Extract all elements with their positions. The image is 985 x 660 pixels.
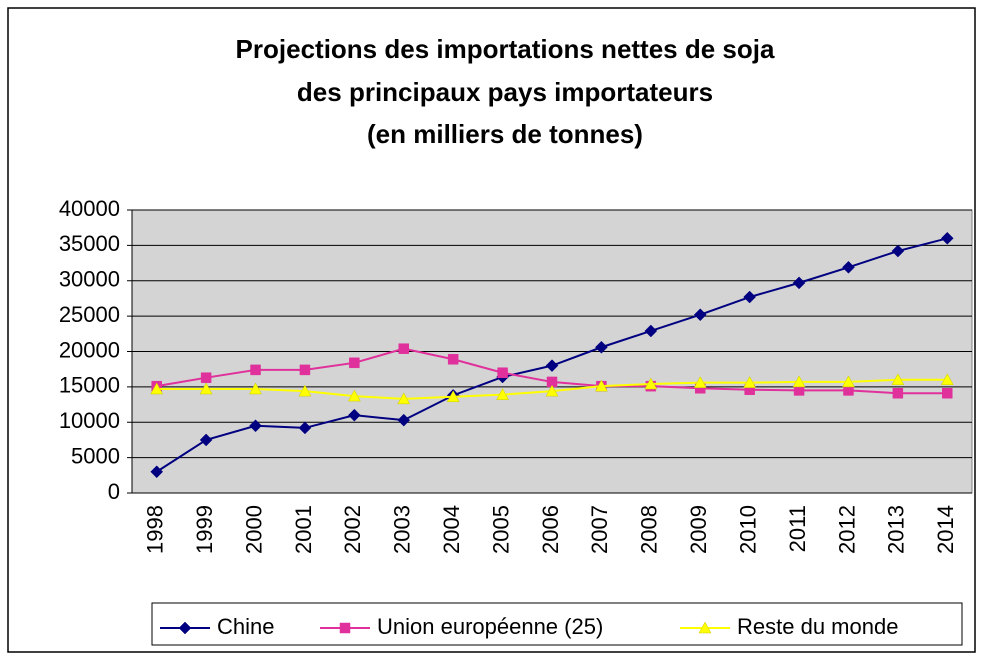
marker xyxy=(347,408,361,422)
marker xyxy=(792,276,806,290)
x-tick-label: 2006 xyxy=(538,505,563,554)
chart-title: des principaux pays importateurs xyxy=(297,77,713,107)
marker xyxy=(891,373,905,386)
marker xyxy=(940,231,954,245)
x-tick-label: 2008 xyxy=(637,505,662,554)
marker xyxy=(349,357,360,369)
x-tick-label: 1999 xyxy=(192,505,217,554)
x-tick-label: 2014 xyxy=(933,505,958,554)
marker xyxy=(199,382,213,395)
marker xyxy=(743,376,757,388)
x-tick-label: 1998 xyxy=(143,505,168,554)
marker xyxy=(892,387,904,399)
marker xyxy=(250,364,261,376)
chart-title: (en milliers de tonnes) xyxy=(367,119,643,149)
marker xyxy=(339,622,351,634)
x-tick-label: 2007 xyxy=(587,505,612,554)
marker xyxy=(545,359,559,373)
legend-label: Reste du monde xyxy=(737,614,898,639)
x-tick-label: 2001 xyxy=(291,505,316,554)
marker xyxy=(150,382,164,395)
marker xyxy=(249,382,262,395)
marker xyxy=(200,372,212,383)
marker xyxy=(497,367,508,378)
marker xyxy=(842,260,855,274)
marker xyxy=(693,308,707,322)
y-tick-label: 35000 xyxy=(59,231,120,256)
marker xyxy=(940,373,954,386)
marker xyxy=(545,384,559,397)
y-tick-label: 5000 xyxy=(71,443,120,468)
legend xyxy=(151,602,963,646)
chart-title: Projections des importations nettes de s… xyxy=(236,34,775,64)
x-tick-label: 2013 xyxy=(884,505,909,554)
marker xyxy=(299,364,311,376)
marker xyxy=(150,465,164,479)
marker xyxy=(743,290,757,304)
marker xyxy=(792,375,806,388)
marker xyxy=(447,354,459,365)
marker xyxy=(546,376,558,388)
x-tick-label: 2000 xyxy=(241,505,266,554)
x-tick-label: 2002 xyxy=(340,505,365,554)
x-tick-label: 2003 xyxy=(390,505,415,554)
marker xyxy=(347,389,361,402)
y-tick-label: 15000 xyxy=(59,373,120,398)
x-tick-label: 2004 xyxy=(439,505,464,554)
legend-label: Chine xyxy=(217,614,274,639)
marker xyxy=(178,621,192,635)
x-tick-label: 2011 xyxy=(785,505,810,552)
y-tick-label: 40000 xyxy=(59,196,120,221)
marker xyxy=(891,244,905,258)
marker xyxy=(298,384,312,397)
y-tick-label: 25000 xyxy=(59,302,120,327)
marker xyxy=(842,375,855,388)
marker xyxy=(249,419,262,433)
y-tick-label: 30000 xyxy=(59,267,120,292)
marker xyxy=(594,379,608,392)
marker xyxy=(398,343,410,354)
x-tick-label: 2005 xyxy=(488,505,513,554)
legend-label: Union européenne (25) xyxy=(377,614,603,639)
marker xyxy=(595,340,608,354)
marker xyxy=(397,413,411,427)
marker xyxy=(298,421,312,435)
marker xyxy=(397,392,411,405)
x-tick-label: 2009 xyxy=(686,505,711,554)
marker xyxy=(446,390,460,403)
marker xyxy=(496,388,510,400)
marker xyxy=(693,376,707,388)
y-tick-label: 0 xyxy=(108,479,120,504)
marker xyxy=(644,377,658,390)
y-tick-label: 10000 xyxy=(59,408,120,433)
x-tick-label: 2010 xyxy=(735,505,760,554)
marker xyxy=(942,387,953,399)
marker xyxy=(698,621,712,634)
marker xyxy=(644,324,658,338)
x-tick-label: 2012 xyxy=(834,505,859,554)
marker xyxy=(199,433,213,447)
y-tick-label: 20000 xyxy=(59,337,120,362)
